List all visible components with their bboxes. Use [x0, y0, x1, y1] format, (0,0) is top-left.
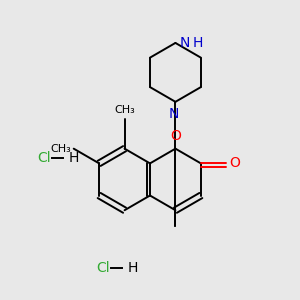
Text: H: H: [193, 36, 203, 50]
Text: N: N: [169, 106, 179, 121]
Text: Cl: Cl: [97, 261, 110, 275]
Text: CH₃: CH₃: [114, 105, 135, 115]
Text: CH₃: CH₃: [50, 144, 71, 154]
Text: O: O: [229, 156, 240, 170]
Text: H: H: [68, 151, 79, 165]
Text: Cl: Cl: [38, 151, 51, 165]
Text: N: N: [179, 36, 190, 50]
Text: H: H: [127, 261, 138, 275]
Text: O: O: [170, 129, 181, 143]
